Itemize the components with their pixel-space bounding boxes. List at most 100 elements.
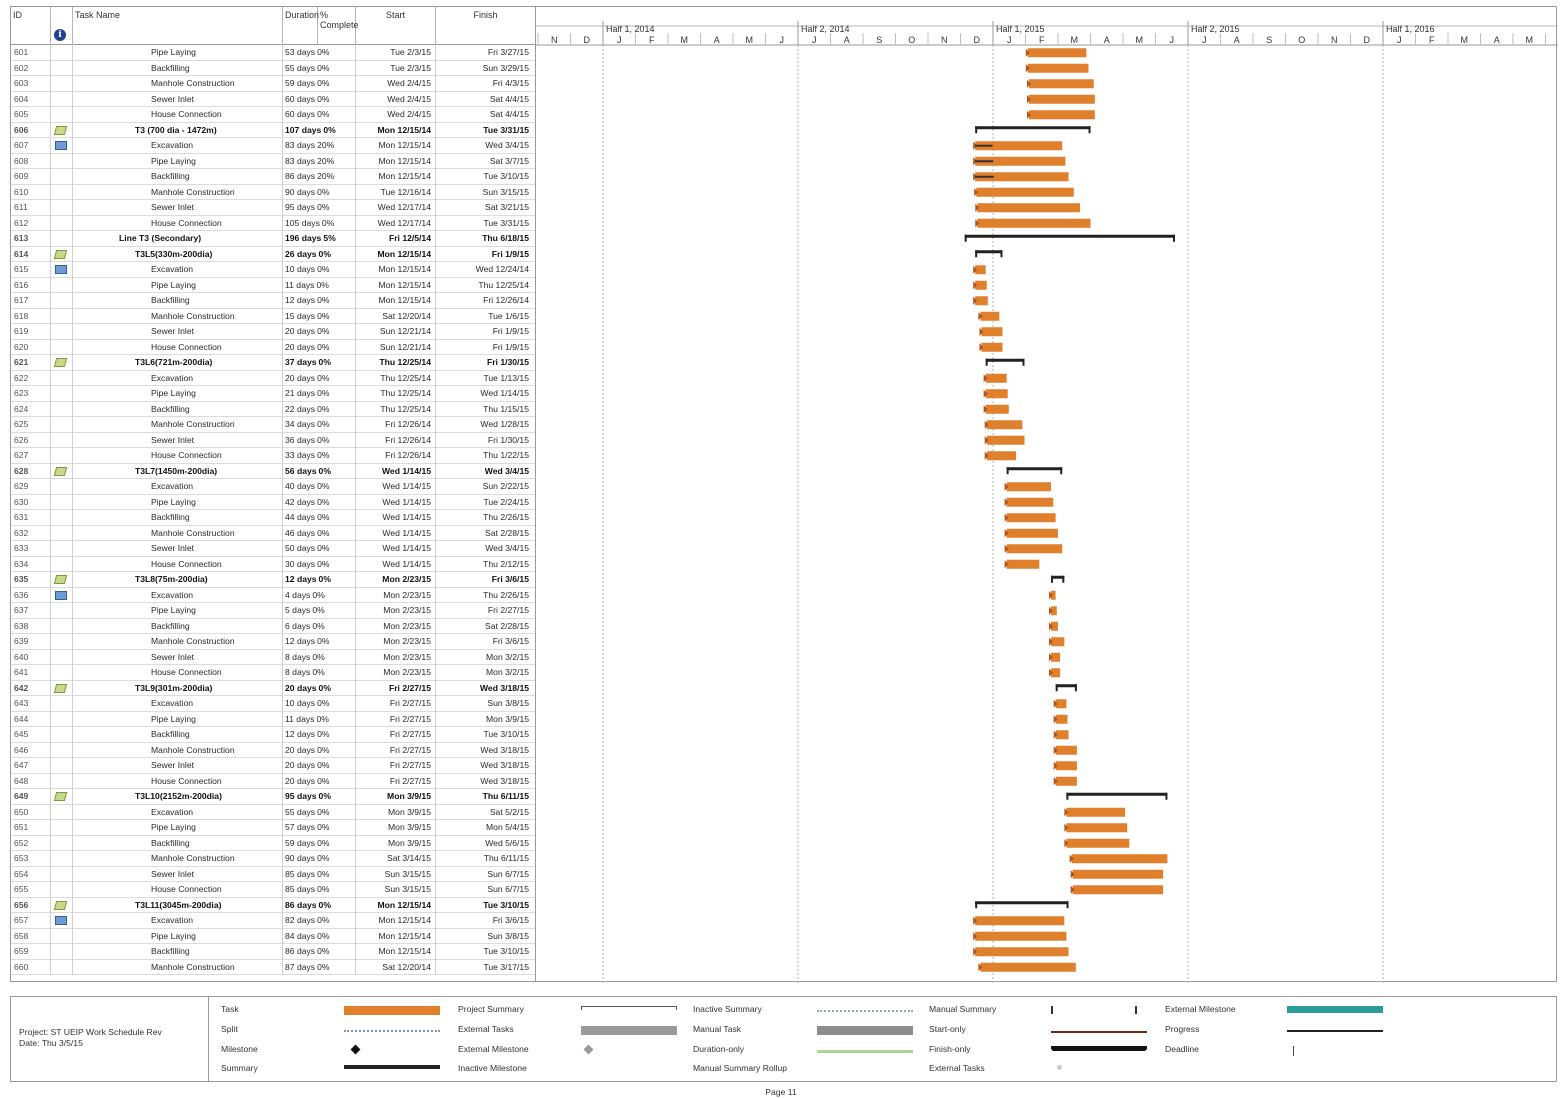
- task-bar[interactable]: [1028, 110, 1095, 120]
- table-row[interactable]: 643 Excavation 10 days 0% Fri 2/27/15 Sun 3/8…: [11, 696, 536, 712]
- task-bar[interactable]: [976, 187, 1074, 197]
- table-row[interactable]: 628 T3L7(1450m-200dia) 56 days 0% Wed 1/14/1…: [11, 463, 536, 479]
- calendar-icon[interactable]: [55, 916, 67, 925]
- table-row[interactable]: 642 T3L9(301m-200dia) 20 days 0% Fri 2/27/15…: [11, 680, 536, 696]
- note-icon[interactable]: [53, 900, 68, 910]
- col-header-id[interactable]: ID: [11, 7, 51, 45]
- table-row[interactable]: 655 House Connection 85 days 0% Sun 3/15/15 S…: [11, 882, 536, 898]
- task-bar[interactable]: [1027, 48, 1087, 58]
- table-row[interactable]: 653 Manhole Construction 90 days 0% Sat 3/14…: [11, 851, 536, 867]
- table-row[interactable]: 657 Excavation 82 days 0% Mon 12/15/14 Fri 3/…: [11, 913, 536, 929]
- task-bar[interactable]: [1066, 807, 1126, 817]
- table-row[interactable]: 648 House Connection 20 days 0% Fri 2/27/15 W…: [11, 773, 536, 789]
- summary-bar[interactable]: [985, 358, 1025, 362]
- task-bar[interactable]: [1028, 94, 1095, 104]
- task-bar[interactable]: [986, 420, 1023, 430]
- table-row[interactable]: 617 Backfilling 12 days 0% Mon 12/15/14 Fri 1…: [11, 293, 536, 309]
- task-bar[interactable]: [975, 141, 1063, 151]
- task-bar[interactable]: [1051, 606, 1057, 616]
- task-bar[interactable]: [1055, 730, 1069, 740]
- table-row[interactable]: 654 Sewer Inlet 85 days 0% Sun 3/15/15 Sun 6/…: [11, 866, 536, 882]
- col-header-indicators[interactable]: i: [51, 7, 73, 45]
- task-bar[interactable]: [1072, 869, 1164, 879]
- table-row[interactable]: 636 Excavation 4 days 0% Mon 2/23/15 Thu 2/26…: [11, 587, 536, 603]
- table-row[interactable]: 607 Excavation 83 days 20% Mon 12/15/14 Wed 3…: [11, 138, 536, 154]
- task-bar[interactable]: [975, 265, 986, 275]
- task-bar[interactable]: [1028, 79, 1094, 89]
- table-row[interactable]: 618 Manhole Construction 15 days 0% Sat 12/2…: [11, 308, 536, 324]
- table-row[interactable]: 611 Sewer Inlet 95 days 0% Wed 12/17/14 Sat 3…: [11, 200, 536, 216]
- table-row[interactable]: 660 Manhole Construction 87 days 0% Sat 12/2…: [11, 959, 536, 975]
- task-bar[interactable]: [986, 435, 1025, 445]
- task-bar[interactable]: [975, 947, 1069, 957]
- table-row[interactable]: 626 Sewer Inlet 36 days 0% Fri 12/26/14 Fri 1…: [11, 432, 536, 448]
- summary-bar[interactable]: [975, 126, 1091, 130]
- table-row[interactable]: 610 Manhole Construction 90 days 0% Tue 12/1…: [11, 184, 536, 200]
- table-row[interactable]: 612 House Connection 105 days 0% Wed 12/17/1…: [11, 215, 536, 231]
- col-header-finish[interactable]: Finish: [436, 7, 536, 45]
- task-bar[interactable]: [975, 916, 1065, 926]
- table-row[interactable]: 633 Sewer Inlet 50 days 0% Wed 1/14/15 Wed 3/…: [11, 541, 536, 557]
- summary-bar[interactable]: [975, 250, 1003, 254]
- table-row[interactable]: 640 Sewer Inlet 8 days 0% Mon 2/23/15 Mon 3/2…: [11, 649, 536, 665]
- note-icon[interactable]: [53, 358, 68, 367]
- task-bar[interactable]: [1055, 714, 1068, 724]
- task-bar[interactable]: [975, 172, 1069, 182]
- table-row[interactable]: 656 T3L11(3045m-200dia) 86 days 0% Mon 12/15…: [11, 897, 536, 913]
- task-bar[interactable]: [1066, 823, 1128, 833]
- table-row[interactable]: 634 House Connection 30 days 0% Wed 1/14/15 T…: [11, 556, 536, 572]
- task-bar[interactable]: [1006, 544, 1063, 554]
- task-bar[interactable]: [985, 389, 1008, 399]
- task-bar[interactable]: [1006, 497, 1054, 507]
- task-bar[interactable]: [1027, 63, 1089, 73]
- task-bar[interactable]: [975, 931, 1067, 941]
- table-row[interactable]: 651 Pipe Laying 57 days 0% Mon 3/9/15 Mon 5/4…: [11, 820, 536, 836]
- task-bar[interactable]: [1055, 776, 1077, 786]
- task-bar[interactable]: [986, 451, 1017, 461]
- summary-bar[interactable]: [1055, 684, 1077, 688]
- col-header-start[interactable]: Start: [356, 7, 436, 45]
- task-bar[interactable]: [1055, 745, 1077, 755]
- col-header-task-name[interactable]: Task Name: [73, 7, 283, 45]
- task-bar[interactable]: [1051, 621, 1058, 631]
- table-row[interactable]: 631 Backfilling 44 days 0% Wed 1/14/15 Thu 2/…: [11, 510, 536, 526]
- table-row[interactable]: 639 Manhole Construction 12 days 0% Mon 2/23…: [11, 634, 536, 650]
- table-row[interactable]: 621 T3L6(721m-200dia) 37 days 0% Thu 12/25/1…: [11, 355, 536, 371]
- table-row[interactable]: 635 T3L8(75m-200dia) 12 days 0% Mon 2/23/15 F…: [11, 572, 536, 588]
- task-bar[interactable]: [975, 156, 1066, 166]
- table-row[interactable]: 629 Excavation 40 days 0% Wed 1/14/15 Sun 2/2…: [11, 479, 536, 495]
- task-bar[interactable]: [985, 404, 1009, 414]
- task-bar[interactable]: [1051, 637, 1065, 647]
- task-bar[interactable]: [985, 373, 1007, 383]
- task-bar[interactable]: [1051, 668, 1061, 678]
- task-bar[interactable]: [1006, 559, 1040, 569]
- table-row[interactable]: 630 Pipe Laying 42 days 0% Wed 1/14/15 Tue 2/…: [11, 494, 536, 510]
- table-row[interactable]: 606 T3 (700 dia - 1472m) 107 days 0% Mon 12/…: [11, 122, 536, 138]
- task-bar[interactable]: [977, 203, 1081, 213]
- table-row[interactable]: 603 Manhole Construction 59 days 0% Wed 2/4/…: [11, 76, 536, 92]
- col-header-complete[interactable]: % Complete: [318, 7, 359, 45]
- calendar-icon[interactable]: [55, 590, 67, 600]
- table-row[interactable]: 649 T3L10(2152m-200dia) 95 days 0% Mon 3/9/1…: [11, 789, 536, 805]
- task-bar[interactable]: [1006, 513, 1056, 523]
- table-row[interactable]: 637 Pipe Laying 5 days 0% Mon 2/23/15 Fri 2/2…: [11, 603, 536, 619]
- task-bar[interactable]: [980, 311, 1000, 321]
- table-row[interactable]: 624 Backfilling 22 days 0% Thu 12/25/14 Thu 1…: [11, 401, 536, 417]
- table-row[interactable]: 632 Manhole Construction 46 days 0% Wed 1/14…: [11, 525, 536, 541]
- note-icon[interactable]: [53, 575, 68, 584]
- table-row[interactable]: 625 Manhole Construction 34 days 0% Fri 12/2…: [11, 417, 536, 433]
- table-row[interactable]: 647 Sewer Inlet 20 days 0% Fri 2/27/15 Wed 3/…: [11, 758, 536, 774]
- calendar-icon[interactable]: [55, 141, 67, 150]
- table-row[interactable]: 614 T3L5(330m-200dia) 26 days 0% Mon 12/15/1…: [11, 246, 536, 262]
- table-row[interactable]: 644 Pipe Laying 11 days 0% Fri 2/27/15 Mon 3/…: [11, 711, 536, 727]
- note-icon[interactable]: [53, 249, 68, 259]
- table-row[interactable]: 652 Backfilling 59 days 0% Mon 3/9/15 Wed 5/6…: [11, 835, 536, 851]
- table-row[interactable]: 608 Pipe Laying 83 days 20% Mon 12/15/14 Sat …: [11, 153, 536, 169]
- task-bar[interactable]: [980, 962, 1076, 972]
- summary-bar[interactable]: [975, 901, 1069, 905]
- task-bar[interactable]: [975, 280, 987, 290]
- table-row[interactable]: 645 Backfilling 12 days 0% Fri 2/27/15 Tue 3/…: [11, 727, 536, 743]
- table-row[interactable]: 604 Sewer Inlet 60 days 0% Wed 2/4/15 Sat 4/4…: [11, 91, 536, 107]
- note-icon[interactable]: [53, 792, 68, 801]
- table-row[interactable]: 620 House Connection 20 days 0% Sun 12/21/14…: [11, 339, 536, 355]
